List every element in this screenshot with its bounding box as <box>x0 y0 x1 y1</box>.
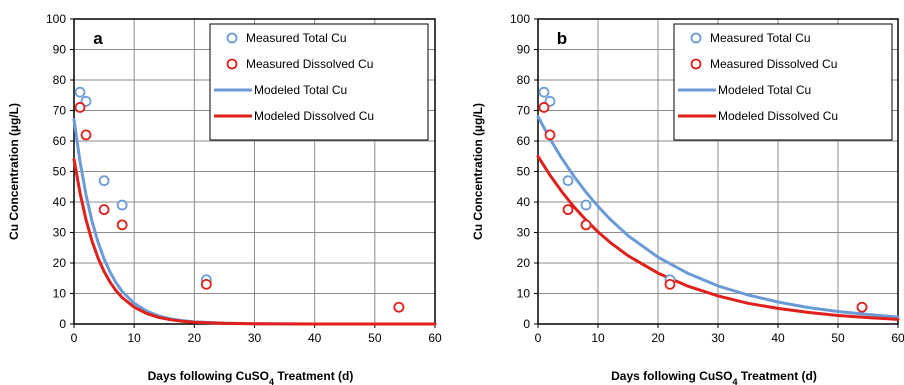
legend-entry: Modeled Dissolved Cu <box>718 109 838 123</box>
data-point-measured-total-cu <box>580 199 592 211</box>
legend-entry: Modeled Total Cu <box>718 83 811 97</box>
series-line-modeled-dissolved-cu <box>536 154 900 321</box>
legend-marker <box>226 32 238 44</box>
y-axis-label: Cu Concentration (µg/L) <box>7 103 21 240</box>
y-tick-label: 70 <box>53 104 67 118</box>
data-point-measured-dissolved-cu <box>562 204 574 216</box>
data-point-measured-total-cu <box>538 86 550 98</box>
series-line-modeled-total-cu <box>536 115 900 319</box>
data-point-measured-dissolved-cu <box>664 278 676 290</box>
data-point-measured-dissolved-cu <box>393 301 405 313</box>
data-point-measured-dissolved-cu <box>98 204 110 216</box>
legend-marker <box>226 58 238 70</box>
x-tick-label: 30 <box>248 331 262 345</box>
y-tick-label: 50 <box>517 165 531 179</box>
y-tick-label: 30 <box>53 226 67 240</box>
panel-letter: a <box>93 29 103 48</box>
data-point-measured-total-cu <box>98 175 110 187</box>
legend-marker <box>690 32 702 44</box>
x-tick-label: 60 <box>891 331 904 345</box>
x-tick-label: 50 <box>831 331 845 345</box>
x-tick-label: 50 <box>368 331 382 345</box>
y-tick-label: 20 <box>53 256 67 270</box>
data-point-measured-dissolved-cu <box>856 301 868 313</box>
y-tick-label: 90 <box>53 43 67 57</box>
legend-entry: Measured Total Cu <box>246 31 347 45</box>
y-tick-label: 10 <box>53 287 67 301</box>
y-axis-label: Cu Concentration (µg/L) <box>471 103 485 240</box>
x-tick-label: 0 <box>535 331 542 345</box>
y-tick-label: 80 <box>53 73 67 87</box>
x-tick-label: 20 <box>188 331 202 345</box>
data-point-measured-dissolved-cu <box>200 278 212 290</box>
legend-entry: Measured Dissolved Cu <box>710 57 837 71</box>
data-point-measured-total-cu <box>116 199 128 211</box>
x-tick-label: 10 <box>127 331 141 345</box>
chart-panel-b: 0 10 20 30 40 50 60 70 80 90 100 0 10 20 30 40 50 60 Days … <box>471 12 904 385</box>
data-point-measured-dissolved-cu <box>580 219 592 231</box>
legend-box <box>209 23 429 141</box>
y-tick-label: 90 <box>517 43 531 57</box>
y-tick-label: 10 <box>517 287 531 301</box>
x-axis-label: Days following CuSO4 Treatment (d) <box>148 369 354 385</box>
x-tick-label: 10 <box>591 331 605 345</box>
legend-box <box>673 23 893 141</box>
chart-panel-a: 0 10 20 30 40 50 60 70 80 90 100 0 10 20 30 40 50 60 Days … <box>7 12 442 385</box>
legend-entry: Measured Total Cu <box>710 31 811 45</box>
y-tick-label: 60 <box>517 134 531 148</box>
y-tick-label: 80 <box>517 73 531 87</box>
y-tick-label: 100 <box>46 12 66 26</box>
y-tick-label: 0 <box>523 317 530 331</box>
y-tick-label: 60 <box>53 134 67 148</box>
data-point-measured-dissolved-cu <box>74 102 86 113</box>
x-tick-label: 20 <box>651 331 665 345</box>
y-tick-label: 0 <box>59 317 66 331</box>
x-tick-label: 40 <box>771 331 785 345</box>
legend-entry: Modeled Total Cu <box>254 83 347 97</box>
x-tick-label: 60 <box>428 331 442 345</box>
legend-entry: Measured Dissolved Cu <box>246 57 373 71</box>
data-point-measured-dissolved-cu <box>538 102 550 113</box>
y-tick-label: 100 <box>510 12 530 26</box>
legend: Measured Total Cu Measured Dissolved Cu Mo… <box>209 23 429 141</box>
y-tick-label: 40 <box>517 195 531 209</box>
y-tick-label: 50 <box>53 165 67 179</box>
panel-letter: b <box>557 29 567 48</box>
y-tick-label: 40 <box>53 195 67 209</box>
y-tick-label: 70 <box>517 104 531 118</box>
x-tick-label: 0 <box>71 331 78 345</box>
data-point-measured-dissolved-cu <box>80 129 92 141</box>
y-tick-label: 20 <box>517 256 531 270</box>
legend: Measured Total Cu Measured Dissolved Cu Mo… <box>673 23 893 141</box>
data-point-measured-dissolved-cu <box>116 219 128 231</box>
y-tick-label: 30 <box>517 226 531 240</box>
data-point-measured-total-cu <box>74 86 86 98</box>
x-tick-label: 40 <box>308 331 322 345</box>
series-line-modeled-dissolved-cu <box>72 157 437 326</box>
data-point-measured-dissolved-cu <box>544 129 556 141</box>
x-axis-label: Days following CuSO4 Treatment (d) <box>611 369 817 385</box>
legend-entry: Modeled Dissolved Cu <box>254 109 374 123</box>
x-tick-label: 30 <box>711 331 725 345</box>
data-point-measured-total-cu <box>562 175 574 187</box>
legend-marker <box>690 58 702 70</box>
